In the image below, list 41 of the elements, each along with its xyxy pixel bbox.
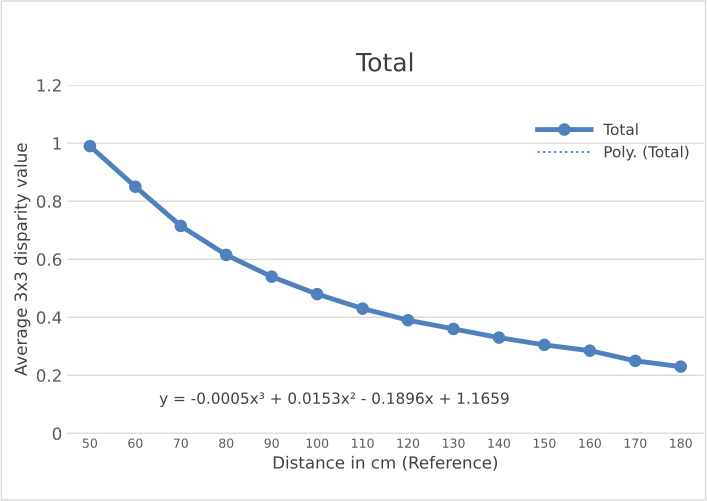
y-tick-label: 0.4 xyxy=(36,311,62,324)
point xyxy=(220,248,232,262)
point xyxy=(402,314,414,326)
x-tick-label: 50 xyxy=(82,438,98,448)
y-tick-label: 0.8 xyxy=(36,195,62,208)
y-tick-label: 0.6 xyxy=(36,253,62,266)
point xyxy=(129,180,142,193)
point xyxy=(356,302,369,315)
x-tick-label: 170 xyxy=(624,438,646,448)
y-tick-label: 0.2 xyxy=(36,369,61,382)
x-tick-label: 110 xyxy=(352,438,374,448)
x-tick-label: 130 xyxy=(442,438,465,448)
y-axis-title: Average 3x3 disparity value xyxy=(14,143,30,376)
x-tick-label: 140 xyxy=(488,438,510,448)
x-tick-label: 180 xyxy=(670,438,692,448)
y-tick-label: 1.2 xyxy=(38,79,61,92)
x-tick-label: 60 xyxy=(128,438,142,448)
point xyxy=(538,338,551,352)
y-tick-label: 0 xyxy=(52,427,62,440)
point xyxy=(492,331,506,344)
legend-label: Poly. (Total) xyxy=(604,146,688,161)
point xyxy=(584,344,596,357)
chart-title: Total xyxy=(356,52,412,72)
point xyxy=(674,360,687,373)
y-tick-label: 1 xyxy=(54,137,61,150)
point xyxy=(84,140,96,152)
point xyxy=(174,220,188,232)
point xyxy=(265,270,278,283)
point xyxy=(310,288,324,300)
x-tick-label: 150 xyxy=(534,438,556,448)
x-tick-label: 90 xyxy=(264,438,279,448)
legend-label: Total xyxy=(603,123,638,136)
point xyxy=(447,322,460,336)
x-axis-title: Distance in cm (Reference) xyxy=(274,456,498,471)
point xyxy=(629,354,642,368)
x-tick-label: 80 xyxy=(219,438,234,448)
annotation: y = -0.0005x³ + 0.0153x² - 0.1896x + 1.1659 xyxy=(160,392,509,407)
x-tick-label: 100 xyxy=(306,438,328,448)
x-tick-label: 120 xyxy=(397,438,420,448)
x-tick-label: 70 xyxy=(174,438,188,448)
x-tick-label: 160 xyxy=(579,438,601,448)
